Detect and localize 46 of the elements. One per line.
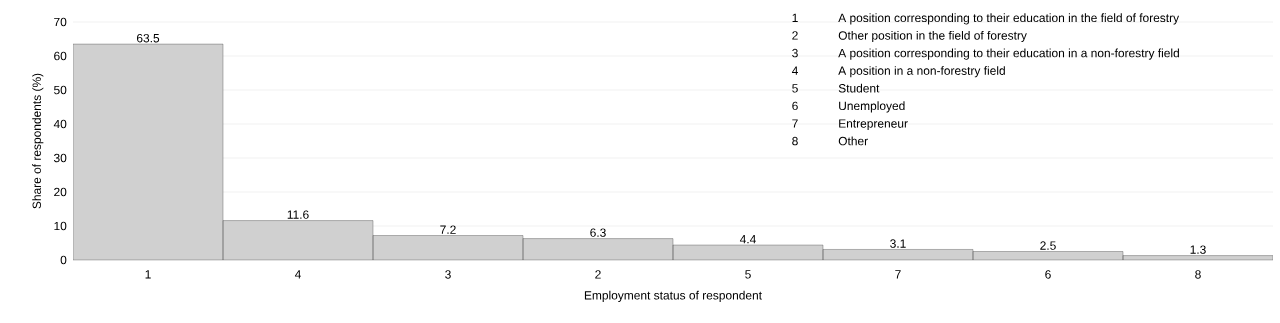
x-tick-label: 4 — [294, 270, 301, 279]
annotation: 6 — [792, 101, 798, 111]
annotation: 7 — [792, 119, 798, 128]
annotation: 5 — [792, 84, 798, 93]
annotation: 8 — [792, 136, 798, 146]
data-label: 7.2 — [440, 225, 456, 234]
annotation: 2 — [792, 31, 798, 40]
x-tick-label: 1 — [145, 270, 151, 279]
annotation: 3 — [792, 48, 798, 58]
y-tick-label: 30 — [53, 153, 67, 163]
y-tick-label: 20 — [54, 187, 67, 197]
y-tick-label: 70 — [54, 17, 67, 27]
annotation: A position corresponding to their education in a non-forestry field — [838, 48, 1179, 60]
annotation: A position corresponding to their education in the field of forestry — [838, 13, 1180, 25]
bar — [372, 235, 524, 260]
x-tick-label: 3 — [445, 270, 451, 279]
y-tick-label: 10 — [54, 221, 67, 231]
x-tick-label: 2 — [595, 270, 601, 279]
annotation: 4 — [791, 66, 798, 75]
y-tick-label: 50 — [54, 85, 67, 95]
data-label: 6.3 — [590, 228, 606, 237]
annotation: Entrepreneur — [839, 119, 908, 131]
data-label: 11.6 — [287, 210, 309, 219]
annotation: Other — [838, 136, 868, 146]
annotation: A position in a non-forestry field — [838, 66, 1005, 78]
y-tick-label: 40 — [53, 119, 67, 129]
y-axis-title: Share of respondents (%) — [32, 73, 44, 209]
data-label: 4.4 — [739, 235, 756, 244]
bar — [522, 238, 674, 260]
x-tick-label: 5 — [745, 270, 751, 279]
data-label: 1.3 — [1190, 245, 1206, 254]
x-axis-title: Employment status of respondent — [584, 290, 762, 302]
x-tick-label: 8 — [1195, 270, 1201, 279]
x-tick-label: 7 — [895, 270, 901, 279]
annotation: Unemployed — [839, 101, 905, 113]
y-tick-label: 0 — [60, 255, 67, 265]
annotation: Student — [838, 83, 880, 93]
bar — [73, 43, 224, 260]
data-label: 2.5 — [1040, 241, 1056, 250]
data-label: 63.5 — [136, 33, 160, 43]
data-label: 3.1 — [890, 239, 906, 248]
annotation: Other position in the field of forestry — [838, 30, 1027, 43]
bar — [222, 220, 374, 260]
annotation: 1 — [792, 13, 798, 22]
x-tick-label: 6 — [1045, 270, 1051, 279]
y-tick-label: 60 — [54, 51, 67, 61]
